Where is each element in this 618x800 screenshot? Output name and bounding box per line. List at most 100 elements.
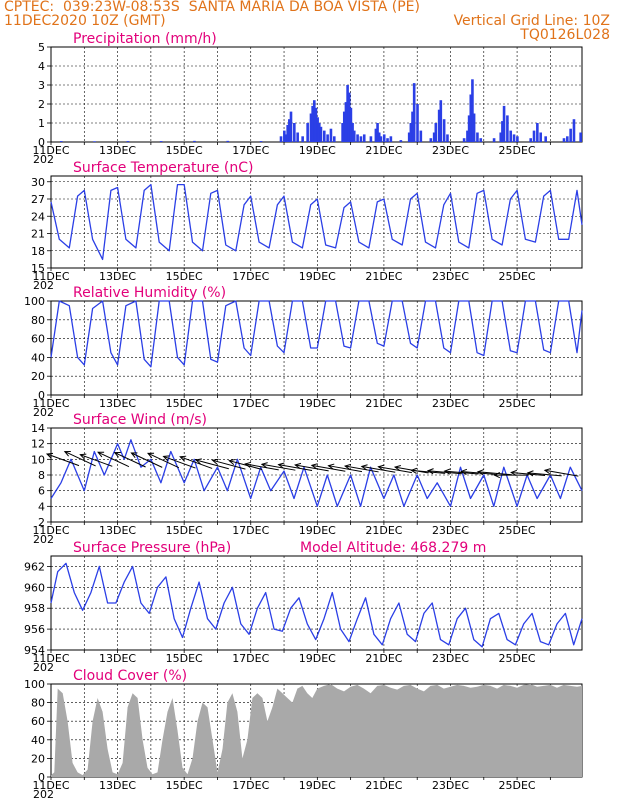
wind-vector-head bbox=[179, 455, 187, 462]
panel-title: Surface Pressure (hPa) bbox=[73, 540, 231, 556]
x-tick-label: 13DEC bbox=[99, 779, 136, 792]
precip-bar bbox=[412, 83, 416, 142]
precip-bar bbox=[416, 104, 419, 142]
precip-bar bbox=[419, 130, 423, 142]
y-tick-label: 21 bbox=[31, 228, 45, 241]
x-tick-label: 17DEC bbox=[232, 652, 269, 665]
precip-bar bbox=[59, 141, 63, 142]
x-tick-label: 23DEC bbox=[432, 397, 469, 410]
x-tick-label: 17DEC bbox=[232, 779, 269, 792]
x-tick-label: 25DEC bbox=[499, 652, 536, 665]
precip-bar bbox=[284, 134, 288, 142]
precip-bar bbox=[386, 138, 389, 142]
precip-bar bbox=[399, 140, 403, 142]
precip-bar bbox=[479, 138, 483, 142]
wind-vector bbox=[378, 466, 412, 474]
wind-vector-head bbox=[410, 467, 418, 474]
wind-vector bbox=[261, 463, 296, 471]
precip-bar bbox=[562, 138, 566, 142]
precip-bar bbox=[379, 136, 383, 142]
y-tick-label: 100 bbox=[24, 678, 45, 691]
precip-bar bbox=[159, 141, 163, 142]
wind-vector bbox=[64, 451, 96, 467]
wind-vector bbox=[477, 471, 512, 476]
y-tick-label: 8 bbox=[38, 469, 45, 482]
precip-bar bbox=[411, 111, 414, 142]
y-tick-label: 6 bbox=[38, 485, 45, 498]
precip-bar bbox=[311, 105, 314, 142]
precip-bar bbox=[309, 113, 313, 142]
x-tick-label: 15DEC bbox=[166, 524, 203, 537]
wind-vector bbox=[229, 460, 263, 470]
wind-vector bbox=[427, 470, 462, 475]
y-tick-label: 960 bbox=[24, 581, 45, 594]
wind-vector bbox=[361, 465, 396, 473]
wind-vector bbox=[511, 472, 546, 476]
wind-vector-head bbox=[377, 464, 385, 471]
precip-bar bbox=[376, 123, 379, 142]
y-tick-label: 20 bbox=[31, 370, 45, 383]
precip-bar bbox=[509, 130, 513, 142]
x-tick-label: 11DEC bbox=[32, 397, 69, 410]
precip-bar bbox=[193, 140, 196, 142]
panel-title: Precipitation (mm/h) bbox=[73, 31, 217, 47]
series-line bbox=[50, 439, 583, 507]
precip-bar bbox=[126, 141, 130, 142]
wind-vector-head bbox=[79, 453, 87, 460]
precip-bar bbox=[437, 109, 441, 142]
y-tick-label: 12 bbox=[31, 438, 45, 451]
wind-vector bbox=[345, 465, 379, 473]
y-tick-label: 24 bbox=[31, 210, 45, 223]
y-tick-label: 1 bbox=[38, 117, 45, 130]
x-tick-label: 11DEC bbox=[32, 270, 69, 283]
x-tick-label: 11DEC bbox=[32, 144, 69, 157]
y-tick-label: 958 bbox=[24, 602, 45, 615]
panel-frame bbox=[50, 175, 583, 269]
y-tick-label: 4 bbox=[38, 60, 45, 73]
year-label: 202 bbox=[33, 279, 54, 292]
y-tick-label: 40 bbox=[31, 351, 45, 364]
panel-0 bbox=[47, 46, 583, 145]
precip-bar bbox=[259, 141, 263, 142]
x-tick-label: 23DEC bbox=[432, 779, 469, 792]
wind-vector-head bbox=[147, 452, 155, 459]
precip-bar bbox=[499, 132, 503, 142]
x-tick-label: 13DEC bbox=[99, 524, 136, 537]
wind-vector-head bbox=[45, 452, 54, 459]
x-tick-label: 11DEC bbox=[32, 652, 69, 665]
precip-bar bbox=[319, 126, 323, 142]
wind-vector bbox=[114, 452, 146, 468]
precip-bar bbox=[492, 138, 496, 142]
y-tick-label: 80 bbox=[31, 314, 45, 327]
series-line bbox=[50, 300, 583, 368]
precip-bar bbox=[566, 136, 569, 142]
x-tick-label: 15DEC bbox=[166, 652, 203, 665]
wind-vector bbox=[212, 459, 246, 470]
wind-vector-head bbox=[360, 464, 368, 471]
precip-bar bbox=[293, 123, 296, 142]
precip-bar bbox=[326, 134, 329, 142]
precip-bar bbox=[466, 130, 469, 142]
x-tick-label: 17DEC bbox=[232, 144, 269, 157]
panel-title: Surface Temperature (nC) bbox=[73, 160, 254, 176]
wind-vector-head bbox=[97, 451, 105, 458]
x-tick-label: 19DEC bbox=[299, 144, 336, 157]
wind-vector-head bbox=[310, 463, 318, 470]
precip-bar bbox=[286, 124, 289, 142]
panel-1 bbox=[47, 175, 583, 271]
precip-bar bbox=[314, 107, 318, 142]
model-altitude-label: Model Altitude: 468.279 m bbox=[300, 540, 486, 556]
precip-bar bbox=[342, 111, 346, 142]
precip-bar bbox=[539, 132, 542, 142]
x-tick-label: 23DEC bbox=[432, 524, 469, 537]
precip-bar bbox=[389, 136, 393, 142]
precip-bar bbox=[296, 132, 299, 142]
y-tick-label: 962 bbox=[24, 560, 45, 573]
wind-vector bbox=[131, 452, 163, 468]
series-line bbox=[50, 183, 583, 261]
precip-bar bbox=[288, 119, 291, 142]
y-tick-label: 27 bbox=[31, 193, 45, 206]
wind-vector-head bbox=[211, 458, 219, 465]
wind-vector bbox=[80, 454, 113, 467]
x-tick-label: 25DEC bbox=[499, 144, 536, 157]
